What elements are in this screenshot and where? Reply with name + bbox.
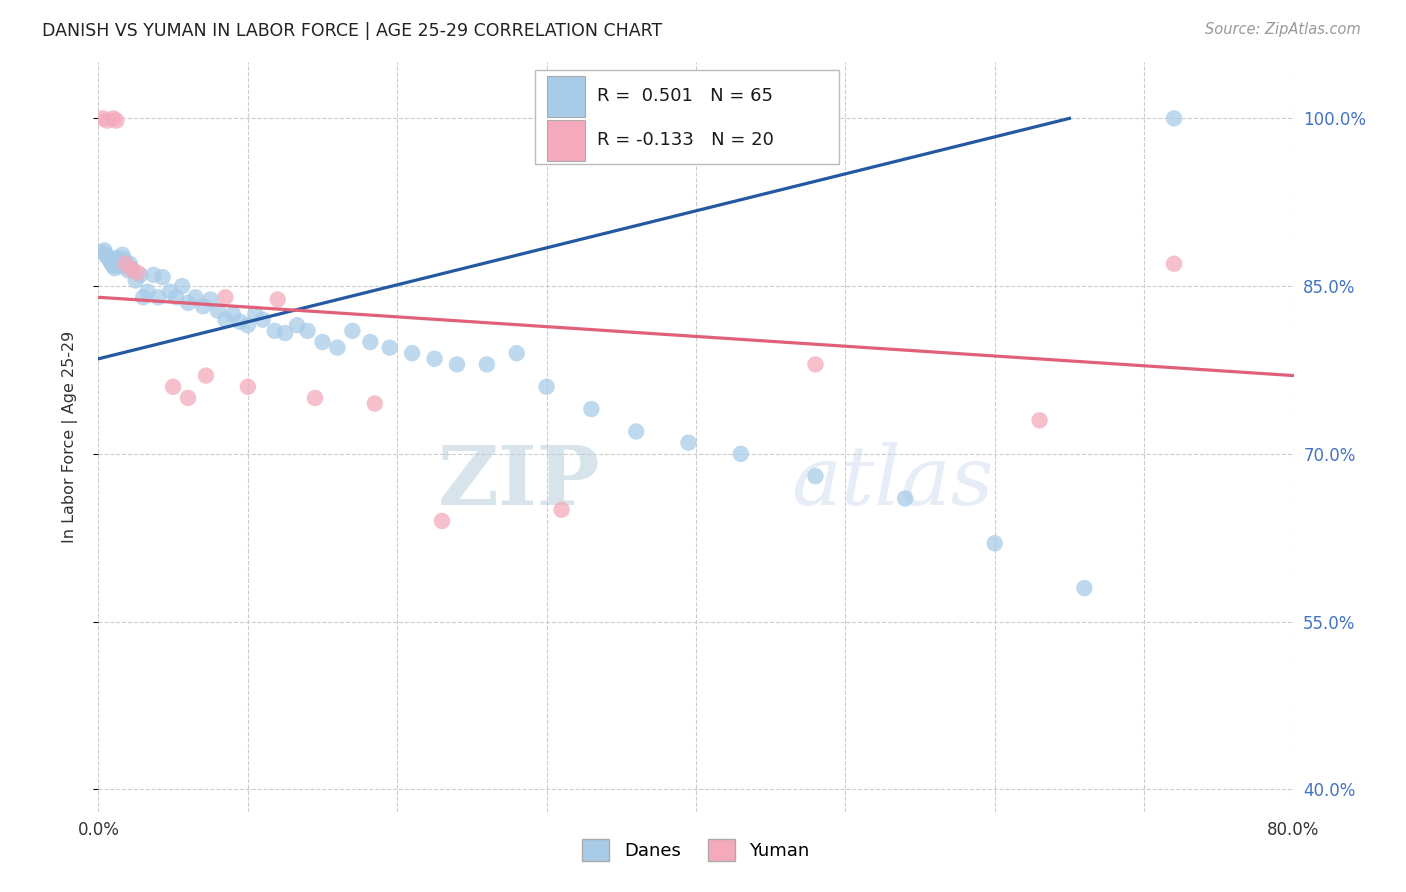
- FancyBboxPatch shape: [534, 70, 839, 163]
- Point: [581, 402, 603, 417]
- Text: R =  0.501   N = 65: R = 0.501 N = 65: [596, 87, 773, 105]
- Point: [804, 469, 827, 483]
- Point: [177, 296, 200, 310]
- Point: [91, 112, 114, 126]
- Point: [96, 113, 118, 128]
- Point: [191, 299, 214, 313]
- Text: DANISH VS YUMAN IN LABOR FORCE | AGE 25-29 CORRELATION CHART: DANISH VS YUMAN IN LABOR FORCE | AGE 25-…: [42, 22, 662, 40]
- Point: [550, 502, 572, 516]
- Point: [117, 263, 139, 277]
- Point: [103, 112, 125, 126]
- Point: [101, 257, 124, 271]
- Point: [1073, 581, 1095, 595]
- Point: [984, 536, 1007, 550]
- Point: [401, 346, 423, 360]
- Text: ZIP: ZIP: [437, 442, 600, 522]
- Point: [152, 270, 174, 285]
- Point: [91, 245, 114, 260]
- Point: [446, 358, 468, 372]
- Point: [678, 435, 700, 450]
- Point: [285, 318, 308, 333]
- Point: [107, 253, 129, 268]
- Point: [148, 290, 170, 304]
- Point: [364, 396, 387, 410]
- Point: [804, 358, 827, 372]
- Point: [214, 312, 236, 326]
- Point: [184, 290, 207, 304]
- Point: [96, 250, 118, 264]
- Point: [200, 293, 222, 307]
- Point: [626, 425, 648, 439]
- Point: [115, 259, 138, 273]
- Point: [112, 252, 135, 267]
- Point: [94, 248, 117, 262]
- Point: [423, 351, 446, 366]
- Point: [120, 261, 142, 276]
- Point: [207, 303, 229, 318]
- Point: [359, 334, 381, 349]
- Point: [132, 290, 155, 304]
- Point: [245, 307, 267, 321]
- Point: [274, 326, 297, 340]
- Point: [222, 307, 245, 321]
- Point: [120, 262, 142, 277]
- Point: [165, 290, 187, 304]
- Point: [111, 248, 134, 262]
- Text: R = -0.133   N = 20: R = -0.133 N = 20: [596, 131, 773, 149]
- FancyBboxPatch shape: [547, 76, 585, 117]
- Point: [297, 324, 319, 338]
- Point: [304, 391, 326, 405]
- Point: [267, 293, 290, 307]
- Point: [430, 514, 453, 528]
- Point: [93, 244, 115, 258]
- Point: [127, 266, 149, 280]
- Point: [125, 273, 148, 287]
- Point: [97, 251, 120, 265]
- Point: [136, 285, 159, 299]
- Point: [730, 447, 752, 461]
- Legend: Danes, Yuman: Danes, Yuman: [574, 830, 818, 870]
- Point: [129, 268, 152, 282]
- Point: [114, 257, 136, 271]
- Point: [1028, 413, 1050, 427]
- Point: [214, 290, 236, 304]
- Point: [104, 261, 127, 276]
- Text: Source: ZipAtlas.com: Source: ZipAtlas.com: [1205, 22, 1361, 37]
- Point: [159, 285, 181, 299]
- Point: [894, 491, 917, 506]
- Point: [105, 113, 128, 128]
- Point: [105, 251, 128, 265]
- Point: [378, 341, 401, 355]
- Point: [236, 318, 259, 333]
- Point: [326, 341, 349, 355]
- FancyBboxPatch shape: [547, 120, 585, 161]
- Point: [506, 346, 529, 360]
- Point: [195, 368, 218, 383]
- Y-axis label: In Labor Force | Age 25-29: In Labor Force | Age 25-29: [62, 331, 77, 543]
- Point: [110, 259, 132, 273]
- Point: [252, 312, 274, 326]
- Point: [475, 358, 498, 372]
- Point: [263, 324, 285, 338]
- Point: [114, 257, 136, 271]
- Point: [536, 380, 558, 394]
- Point: [342, 324, 364, 338]
- Point: [236, 380, 259, 394]
- Point: [98, 254, 122, 268]
- Point: [311, 334, 333, 349]
- Point: [1163, 257, 1185, 271]
- Text: atlas: atlas: [792, 442, 994, 522]
- Point: [142, 268, 165, 282]
- Point: [103, 259, 125, 273]
- Point: [172, 279, 194, 293]
- Point: [229, 315, 252, 329]
- Point: [162, 380, 184, 394]
- Point: [118, 257, 141, 271]
- Point: [177, 391, 200, 405]
- Point: [108, 257, 131, 271]
- Point: [1163, 112, 1185, 126]
